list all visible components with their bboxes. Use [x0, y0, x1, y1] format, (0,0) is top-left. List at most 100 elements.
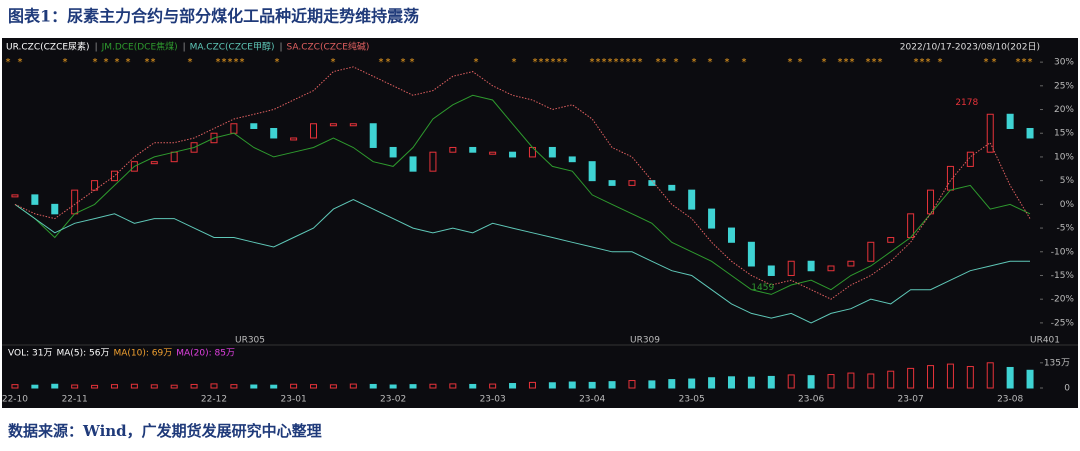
x-tick-label: 23-03: [480, 395, 506, 405]
candle: [51, 203, 59, 215]
legend-sep: |: [95, 43, 98, 53]
volume-bar: [528, 381, 536, 389]
y-tick-label: -5%: [1056, 224, 1074, 234]
series-line: [14, 199, 1030, 324]
event-star: *: [822, 57, 827, 68]
volume-bar: [429, 383, 437, 389]
event-star: *: [920, 57, 925, 68]
y-tick-label: 5%: [1060, 176, 1075, 186]
event-star: *: [545, 57, 550, 68]
legend-entry: UR.CZC(CZCE尿素): [6, 41, 90, 53]
candle: [449, 146, 457, 153]
volume-bar: [568, 381, 576, 389]
event-star: *: [708, 57, 713, 68]
event-star: *: [240, 57, 245, 68]
event-star: *: [6, 57, 11, 68]
candle: [349, 123, 357, 127]
event-star: *: [614, 57, 619, 68]
volume-bar: [489, 383, 497, 389]
candle: [31, 194, 39, 205]
event-star: *: [914, 57, 919, 68]
x-tick-label: 22-10: [2, 395, 28, 405]
candle: [429, 151, 437, 172]
candle: [190, 142, 198, 153]
contract-label: UR309: [630, 336, 660, 346]
series-line: [14, 94, 1031, 295]
candle: [628, 180, 636, 186]
y-tick-label: 30%: [1054, 58, 1074, 68]
volume-bar: [807, 375, 815, 389]
event-star: *: [866, 57, 871, 68]
legend-entry: JM.DCE(DCE焦煤): [101, 41, 178, 53]
y-tick-label: -20%: [1051, 295, 1075, 305]
event-star: *: [850, 57, 855, 68]
event-star: *: [18, 57, 23, 68]
volume-bar: [170, 384, 178, 389]
volume-bar: [190, 383, 198, 389]
y-tick-label: -15%: [1051, 271, 1075, 281]
x-tick-label: 22-12: [201, 395, 227, 405]
volume-bar: [588, 381, 596, 389]
volume-bar: [986, 362, 994, 389]
event-star: *: [984, 57, 989, 68]
x-tick-label: 22-11: [62, 395, 88, 405]
candle: [489, 151, 497, 155]
volume-bar: [51, 383, 59, 389]
event-star: *: [590, 57, 595, 68]
legend-sep: |: [279, 43, 282, 53]
volume-bar: [847, 372, 855, 389]
candle: [250, 123, 258, 129]
event-star: *: [222, 57, 227, 68]
event-star: *: [379, 57, 384, 68]
event-star: *: [93, 57, 98, 68]
volume-bar: [727, 376, 735, 389]
event-star: *: [938, 57, 943, 68]
event-star: *: [674, 57, 679, 68]
volume-header: VOL: 31万: [8, 349, 52, 359]
volume-bar: [1006, 366, 1014, 389]
event-star: *: [410, 57, 415, 68]
volume-bar: [608, 381, 616, 389]
legend-entry: MA.CZC(CZCE甲醇): [190, 41, 275, 53]
candle: [688, 189, 696, 210]
candle: [469, 146, 477, 153]
y-tick-label: 10%: [1054, 152, 1074, 162]
candle: [270, 127, 278, 139]
event-star: *: [596, 57, 601, 68]
volume-bar: [329, 384, 337, 389]
volume-bar: [270, 384, 278, 389]
event-star: *: [151, 57, 156, 68]
volume-bar: [787, 374, 795, 389]
volume-bar: [290, 383, 298, 389]
panel: [2, 38, 1078, 408]
candle: [329, 123, 337, 127]
event-star: *: [145, 57, 150, 68]
event-star: *: [1016, 57, 1021, 68]
x-tick-label: 23-08: [997, 395, 1023, 405]
candle: [708, 208, 716, 229]
event-star: *: [656, 57, 661, 68]
volume-bar: [230, 384, 238, 389]
y-tick-label: 25%: [1054, 81, 1074, 91]
event-star: *: [608, 57, 613, 68]
event-star: *: [539, 57, 544, 68]
volume-bar: [130, 383, 138, 389]
volume-bar: [827, 374, 835, 389]
date-range: 2022/10/17-2023/08/10(202日): [900, 42, 1040, 53]
candle: [1006, 113, 1014, 129]
x-tick-label: 23-06: [798, 395, 824, 405]
candle: [767, 265, 775, 276]
event-star: *: [104, 57, 109, 68]
event-star: *: [992, 57, 997, 68]
volume-bar: [1026, 369, 1034, 389]
volume-bar: [509, 383, 517, 389]
candle: [409, 156, 417, 172]
volume-bar: [110, 384, 118, 389]
volume-bar: [469, 383, 477, 389]
event-star: *: [632, 57, 637, 68]
event-star: *: [798, 57, 803, 68]
volume-bar: [747, 376, 755, 389]
event-star: *: [602, 57, 607, 68]
